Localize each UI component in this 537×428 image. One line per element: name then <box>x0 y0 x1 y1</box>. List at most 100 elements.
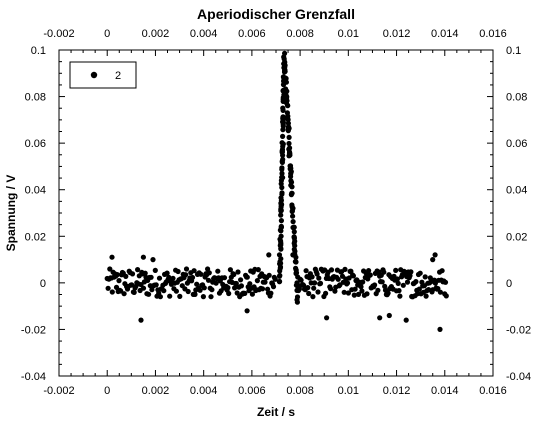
data-point <box>161 288 167 294</box>
x-axis-label: Zeit / s <box>257 405 295 419</box>
data-point <box>377 315 383 321</box>
data-point <box>290 213 296 219</box>
data-point <box>379 279 385 285</box>
data-point <box>175 268 181 275</box>
data-point <box>157 294 163 300</box>
data-point <box>262 279 268 285</box>
data-point <box>280 141 286 147</box>
data-point <box>294 299 300 305</box>
data-point <box>238 277 244 283</box>
y-tick-labels-left: -0.04 -0.02 0 0.02 0.04 0.06 0.08 0.1 <box>21 45 46 383</box>
data-point <box>255 267 261 273</box>
data-point <box>140 254 146 260</box>
data-point <box>142 270 148 276</box>
y-tick-label-right: 0.04 <box>506 185 527 197</box>
y-tick-labels-right: -0.04 -0.02 0 0.02 0.04 0.06 0.08 0.1 <box>506 45 531 383</box>
data-point <box>109 254 115 260</box>
x-tick-label: 0 <box>104 385 110 397</box>
y-tick-label-right: -0.04 <box>506 371 531 383</box>
data-point <box>206 270 212 276</box>
data-point <box>278 218 284 224</box>
data-point <box>394 276 400 282</box>
data-point <box>272 276 278 282</box>
data-point <box>249 291 255 297</box>
data-point <box>148 274 154 280</box>
data-point <box>289 184 295 190</box>
data-point <box>291 229 297 235</box>
data-point <box>238 283 244 289</box>
data-point <box>177 293 183 299</box>
data-point <box>140 285 147 291</box>
data-point <box>268 290 274 296</box>
x-tick-label: 0.006 <box>238 385 266 397</box>
data-point <box>310 294 316 300</box>
data-point <box>283 79 289 85</box>
data-point <box>442 279 449 285</box>
y-tick-label: 0.1 <box>31 45 46 57</box>
data-point <box>277 272 283 279</box>
data-point <box>293 270 300 276</box>
data-point <box>323 290 329 296</box>
data-point <box>231 271 237 278</box>
data-point <box>290 219 296 225</box>
x-tick-label: 0.01 <box>338 385 359 397</box>
data-point <box>280 119 286 126</box>
data-point <box>280 105 286 111</box>
data-point <box>397 293 403 299</box>
data-point <box>288 179 295 185</box>
data-point <box>254 278 260 284</box>
data-point <box>213 280 219 286</box>
x-tick-label: 0.014 <box>431 385 459 397</box>
data-point <box>153 282 159 288</box>
x-tick-label-top: 0.002 <box>142 28 170 40</box>
x-tick-labels-bottom: -0.002 0 0.002 0.004 0.006 0.008 0.01 0.012 0.01… <box>43 385 506 397</box>
data-point <box>278 260 284 266</box>
data-point <box>156 275 163 281</box>
data-point <box>328 267 335 273</box>
data-point <box>279 191 285 197</box>
data-point <box>439 268 445 274</box>
data-point <box>279 149 285 155</box>
data-point <box>170 275 176 281</box>
data-point <box>352 286 358 292</box>
data-point <box>121 291 127 297</box>
data-point <box>280 175 286 181</box>
data-point <box>345 290 351 296</box>
data-point <box>385 290 391 296</box>
data-point <box>279 170 285 177</box>
data-point <box>291 224 297 230</box>
data-point <box>367 272 373 278</box>
data-point <box>244 308 250 314</box>
y-tick-label: -0.02 <box>21 324 46 336</box>
data-point <box>360 279 366 285</box>
data-point <box>443 293 449 299</box>
data-point <box>131 289 137 295</box>
legend-label: 2 <box>115 70 121 82</box>
data-point <box>201 285 207 291</box>
data-point <box>278 208 284 214</box>
data-point <box>146 291 152 297</box>
data-point <box>277 264 284 270</box>
data-point <box>335 276 341 282</box>
data-point <box>232 285 238 291</box>
data-point <box>281 54 287 60</box>
data-point <box>226 290 232 297</box>
x-tick-label-top: 0 <box>104 28 110 40</box>
data-point <box>342 266 348 272</box>
x-tick-label: -0.002 <box>43 385 74 397</box>
data-point <box>278 256 284 262</box>
data-point <box>403 317 409 323</box>
data-point <box>278 212 284 218</box>
data-point <box>227 267 233 273</box>
data-point <box>437 326 443 332</box>
y-tick-label-right: 0.02 <box>506 231 527 243</box>
data-point <box>286 134 292 140</box>
data-point <box>285 103 291 109</box>
data-point <box>359 288 365 294</box>
y-tick-label: -0.04 <box>21 371 46 383</box>
data-point <box>298 277 304 283</box>
data-point <box>197 287 203 293</box>
data-point <box>404 279 411 285</box>
data-point <box>437 289 443 295</box>
data-point <box>417 270 423 276</box>
